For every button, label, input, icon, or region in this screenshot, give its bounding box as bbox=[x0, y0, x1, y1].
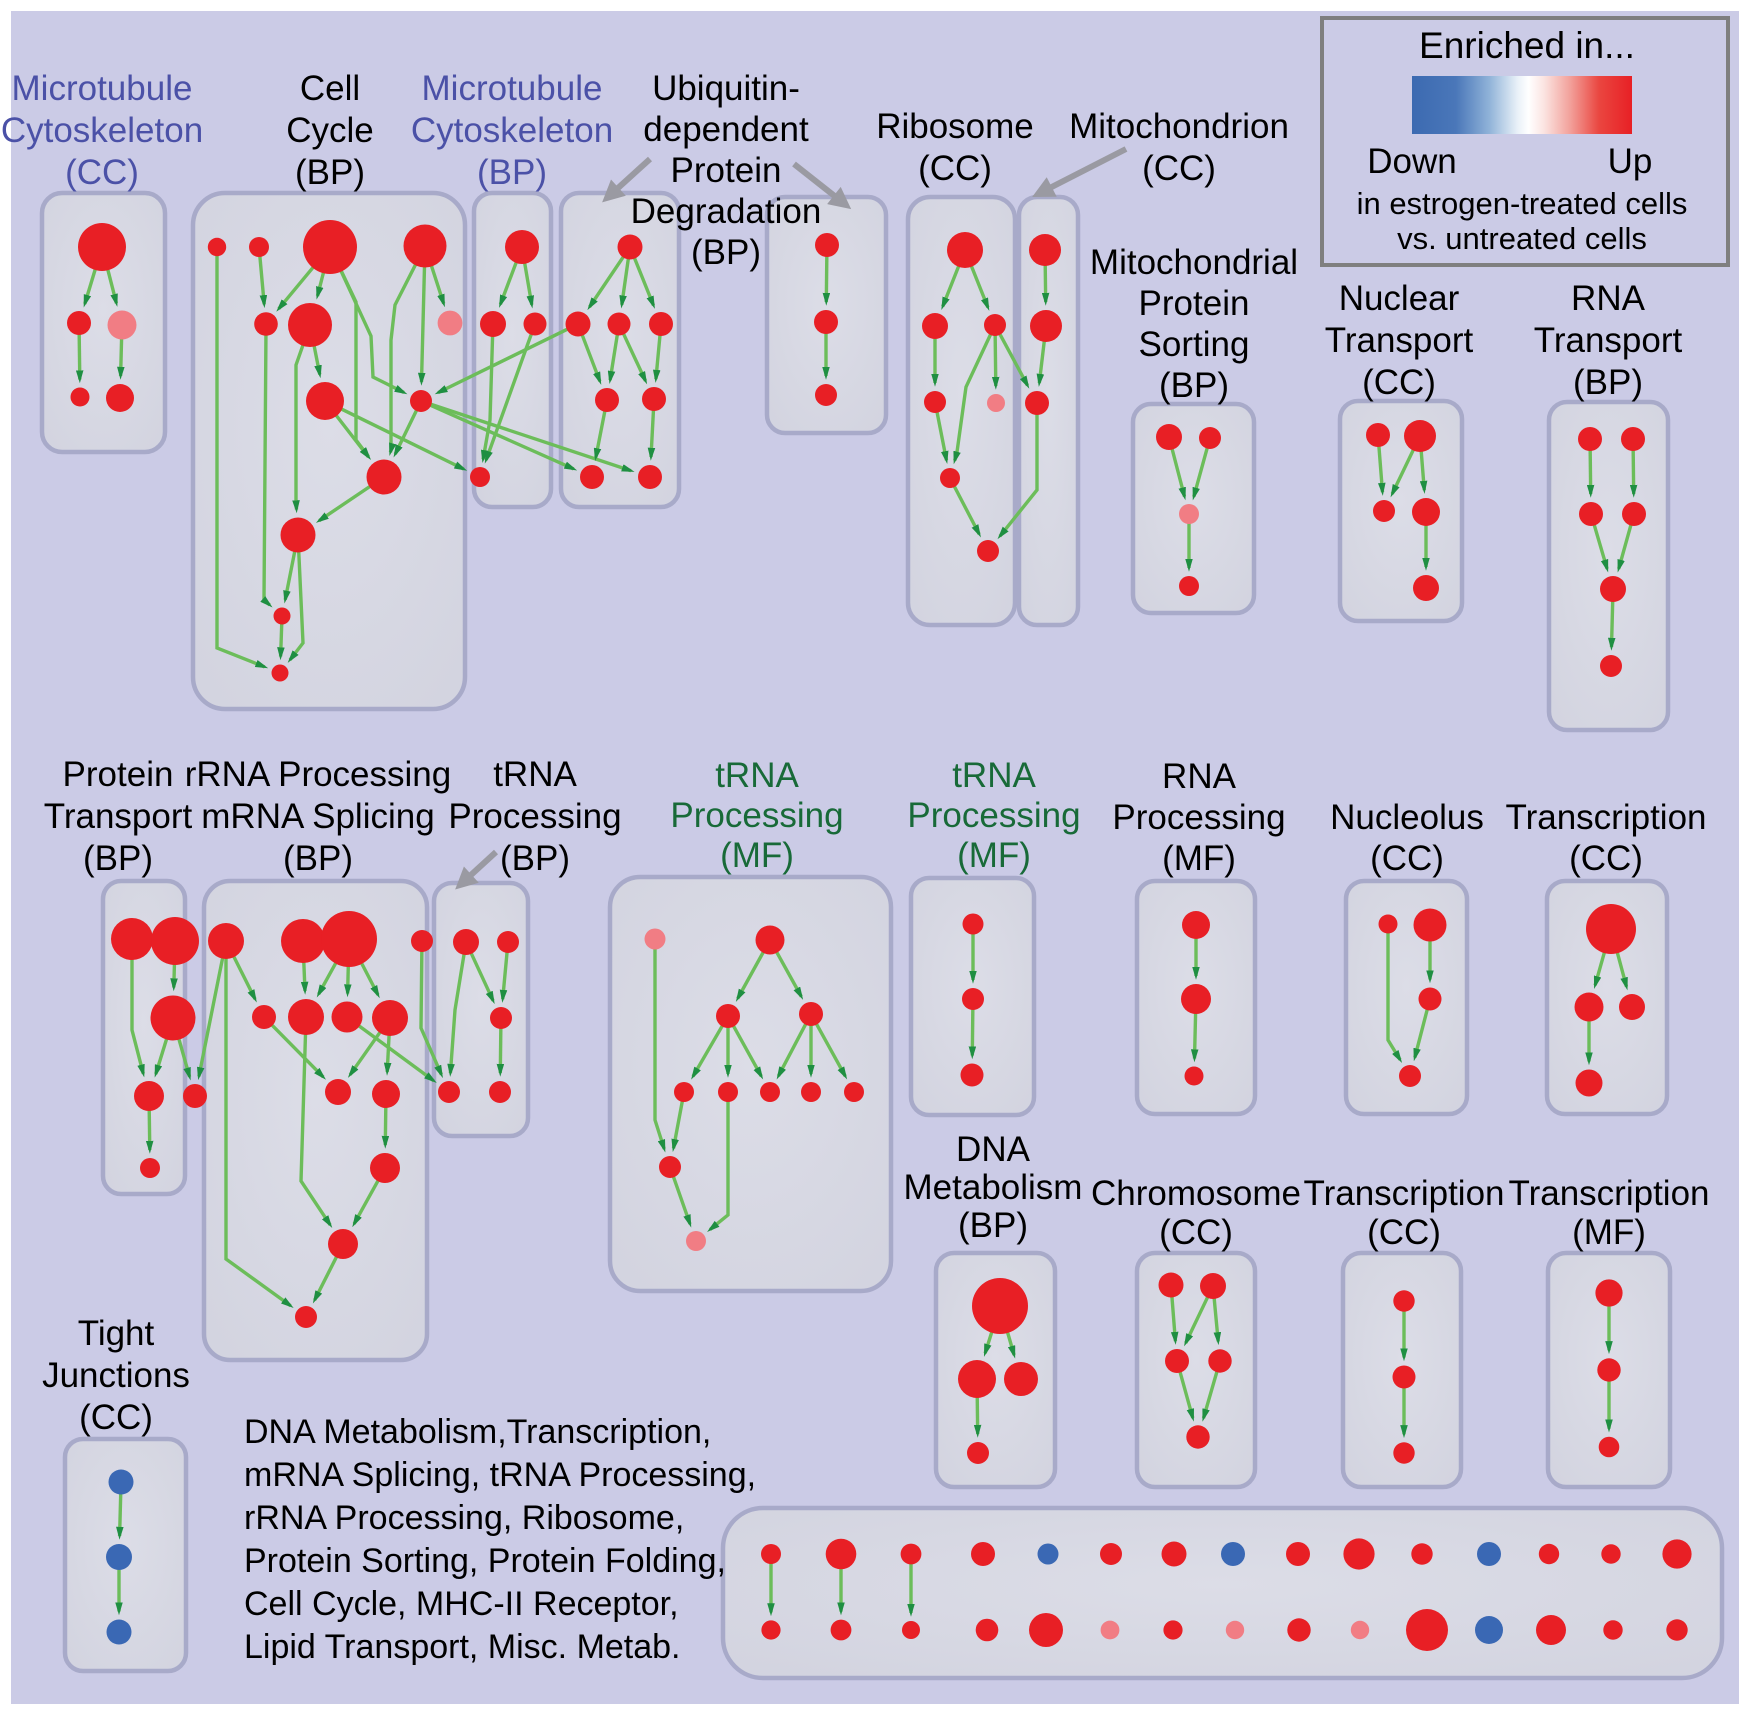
svg-text:dependent: dependent bbox=[643, 110, 809, 149]
svg-text:Processing: Processing bbox=[1112, 798, 1285, 837]
svg-text:Cycle: Cycle bbox=[286, 111, 374, 150]
svg-text:rRNA Processing: rRNA Processing bbox=[185, 755, 451, 794]
svg-text:Protein: Protein bbox=[1139, 284, 1250, 323]
svg-text:Degradation: Degradation bbox=[631, 192, 822, 231]
svg-text:Transport: Transport bbox=[1325, 321, 1474, 360]
svg-text:Cell Cycle, MHC-II Receptor,: Cell Cycle, MHC-II Receptor, bbox=[244, 1585, 679, 1623]
svg-text:tRNA: tRNA bbox=[715, 756, 799, 795]
svg-text:Ubiquitin-: Ubiquitin- bbox=[652, 69, 800, 108]
svg-text:Microtubule: Microtubule bbox=[422, 69, 603, 108]
svg-text:Cell: Cell bbox=[300, 69, 360, 108]
svg-text:(CC): (CC) bbox=[1362, 363, 1436, 402]
svg-text:Cytoskeleton: Cytoskeleton bbox=[411, 111, 613, 150]
svg-text:Metabolism: Metabolism bbox=[904, 1168, 1083, 1207]
svg-text:(BP): (BP) bbox=[83, 839, 153, 878]
svg-text:Chromosome: Chromosome bbox=[1091, 1174, 1301, 1213]
svg-text:(BP): (BP) bbox=[1573, 363, 1643, 402]
svg-text:(BP): (BP) bbox=[283, 839, 353, 878]
svg-text:Processing: Processing bbox=[448, 797, 621, 836]
svg-text:in estrogen-treated cells: in estrogen-treated cells bbox=[1357, 186, 1688, 221]
svg-text:Nucleolus: Nucleolus bbox=[1330, 798, 1484, 837]
svg-text:DNA Metabolism,Transcription,: DNA Metabolism,Transcription, bbox=[244, 1413, 711, 1451]
svg-text:(BP): (BP) bbox=[295, 153, 365, 192]
svg-text:(CC): (CC) bbox=[1569, 839, 1643, 878]
svg-text:Processing: Processing bbox=[670, 796, 843, 835]
svg-text:Transcription: Transcription bbox=[1304, 1174, 1505, 1213]
svg-text:Protein: Protein bbox=[671, 151, 782, 190]
svg-text:Mitochondrial: Mitochondrial bbox=[1090, 243, 1298, 282]
svg-text:Enriched in...: Enriched in... bbox=[1419, 25, 1635, 66]
svg-text:mRNA Splicing, tRNA Processing: mRNA Splicing, tRNA Processing, bbox=[244, 1456, 756, 1494]
svg-text:Protein: Protein bbox=[63, 755, 174, 794]
svg-text:rRNA Processing, Ribosome,: rRNA Processing, Ribosome, bbox=[244, 1499, 684, 1537]
svg-text:RNA: RNA bbox=[1571, 279, 1646, 318]
svg-text:Junctions: Junctions bbox=[42, 1356, 190, 1395]
svg-text:vs. untreated cells: vs. untreated cells bbox=[1397, 221, 1647, 256]
svg-text:Microtubule: Microtubule bbox=[12, 69, 193, 108]
svg-text:(CC): (CC) bbox=[79, 1398, 153, 1437]
svg-text:mRNA Splicing: mRNA Splicing bbox=[201, 797, 434, 836]
svg-text:(BP): (BP) bbox=[958, 1206, 1028, 1245]
svg-text:(BP): (BP) bbox=[500, 839, 570, 878]
svg-text:Transcription: Transcription bbox=[1506, 798, 1707, 837]
svg-text:Tight: Tight bbox=[78, 1314, 155, 1353]
svg-text:(BP): (BP) bbox=[691, 233, 761, 272]
svg-text:tRNA: tRNA bbox=[493, 755, 577, 794]
svg-text:Lipid Transport, Misc. Metab.: Lipid Transport, Misc. Metab. bbox=[244, 1628, 681, 1666]
svg-text:Mitochondrion: Mitochondrion bbox=[1069, 107, 1289, 146]
svg-text:(CC): (CC) bbox=[1370, 839, 1444, 878]
svg-text:(CC): (CC) bbox=[1142, 149, 1216, 188]
svg-text:(MF): (MF) bbox=[1572, 1213, 1646, 1252]
svg-text:Transport: Transport bbox=[1534, 321, 1683, 360]
svg-text:Protein Sorting, Protein Foldi: Protein Sorting, Protein Folding, bbox=[244, 1542, 726, 1580]
svg-text:(BP): (BP) bbox=[477, 153, 547, 192]
svg-text:Down: Down bbox=[1367, 142, 1456, 181]
svg-text:Sorting: Sorting bbox=[1139, 325, 1250, 364]
svg-text:Up: Up bbox=[1608, 142, 1653, 181]
svg-text:Nuclear: Nuclear bbox=[1339, 279, 1460, 318]
svg-text:Cytoskeleton: Cytoskeleton bbox=[1, 111, 203, 150]
svg-text:Processing: Processing bbox=[907, 796, 1080, 835]
svg-text:RNA: RNA bbox=[1162, 757, 1237, 796]
svg-text:(MF): (MF) bbox=[720, 836, 794, 875]
svg-text:(MF): (MF) bbox=[1162, 839, 1236, 878]
svg-text:Ribosome: Ribosome bbox=[876, 107, 1034, 146]
svg-text:(MF): (MF) bbox=[957, 836, 1031, 875]
svg-text:tRNA: tRNA bbox=[952, 756, 1036, 795]
svg-text:Transcription: Transcription bbox=[1509, 1174, 1710, 1213]
svg-text:DNA: DNA bbox=[956, 1130, 1031, 1169]
svg-text:Transport: Transport bbox=[44, 797, 193, 836]
svg-text:(CC): (CC) bbox=[65, 153, 139, 192]
svg-text:(CC): (CC) bbox=[918, 149, 992, 188]
svg-text:(CC): (CC) bbox=[1367, 1213, 1441, 1252]
svg-text:(BP): (BP) bbox=[1159, 366, 1229, 405]
svg-text:(CC): (CC) bbox=[1159, 1213, 1233, 1252]
